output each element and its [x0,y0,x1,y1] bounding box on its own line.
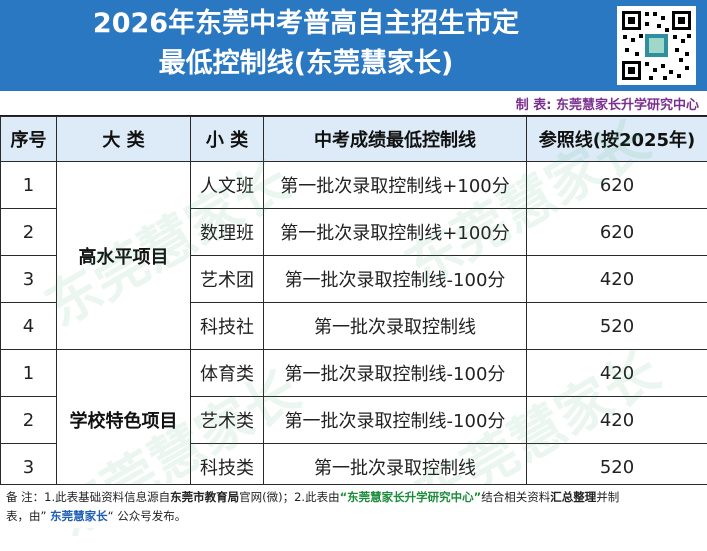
row-no: 2 [1,397,57,444]
header-reference: 参照线(按2025年) [527,117,707,162]
qr-code-icon [617,6,696,85]
row-no: 2 [1,209,57,256]
header-subcategory: 小 类 [191,117,264,162]
header-banner: 2026年东莞中考普高自主招生市定 最低控制线(东莞慧家长) [0,0,707,91]
row-reference: 620 [527,162,707,209]
footer-org: “东莞慧家长升学研究中心” [340,490,482,504]
row-subcategory: 数理班 [191,209,264,256]
row-reference: 620 [527,209,707,256]
footer-mid: 结合相关资料 [481,490,550,504]
page-title: 2026年东莞中考普高自主招生市定 [0,6,612,42]
footer-tail: 并制 [596,490,619,504]
control-line-table: 序号 大 类 小 类 中考成绩最低控制线 参照线(按2025年) 1 高水平项目… [0,116,707,491]
footer-line2-a: 表，由” [6,509,50,523]
row-no: 1 [1,162,57,209]
maker-label: 制 表: 东莞慧家长升学研究中心 [516,94,699,113]
page-subtitle: 最低控制线(东莞慧家长) [0,46,612,82]
footer-line2-b: “ 公众号发布。 [108,509,187,523]
footer-note: 备 注：1.此表基础资料信息源自东莞市教育局官网(微)；2.此表由“东莞慧家长升… [0,484,707,528]
footer-source: 东莞市教育局 [170,490,239,504]
row-subcategory: 艺术团 [191,256,264,303]
page: 2026年东莞中考普高自主招生市定 最低控制线(东莞慧家长) [0,0,707,528]
row-control-line: 第一批次录取控制线+100分 [264,209,527,256]
row-reference: 520 [527,303,707,350]
row-control-line: 第一批次录取控制线-100分 [264,350,527,397]
row-no: 3 [1,256,57,303]
row-subcategory: 艺术类 [191,397,264,444]
row-control-line: 第一批次录取控制线-100分 [264,397,527,444]
row-reference: 420 [527,350,707,397]
header-no: 序号 [1,117,57,162]
footer-prefix: 备 注：1.此表基础资料信息源自 [6,490,170,504]
row-no: 4 [1,303,57,350]
group-high-level: 高水平项目 [57,162,191,350]
maker-bar: 制 表: 东莞慧家长升学研究中心 [0,91,707,116]
header-category: 大 类 [57,117,191,162]
row-control-line: 第一批次录取控制线-100分 [264,256,527,303]
row-control-line: 第一批次录取控制线 [264,303,527,350]
row-subcategory: 人文班 [191,162,264,209]
footer-bold: 汇总整理 [550,490,596,504]
row-reference: 420 [527,256,707,303]
table-header-row: 序号 大 类 小 类 中考成绩最低控制线 参照线(按2025年) [1,117,707,162]
table-row: 1 学校特色项目 体育类 第一批次录取控制线-100分 420 [1,350,707,397]
header-control-line: 中考成绩最低控制线 [264,117,527,162]
table-row: 1 高水平项目 人文班 第一批次录取控制线+100分 620 [1,162,707,209]
group-school-feature: 学校特色项目 [57,350,191,491]
footer-publisher: 东莞慧家长 [50,509,108,523]
row-no: 1 [1,350,57,397]
row-subcategory: 科技社 [191,303,264,350]
row-subcategory: 体育类 [191,350,264,397]
row-reference: 420 [527,397,707,444]
footer-after-source: 官网(微)；2.此表由 [239,490,339,504]
row-control-line: 第一批次录取控制线+100分 [264,162,527,209]
